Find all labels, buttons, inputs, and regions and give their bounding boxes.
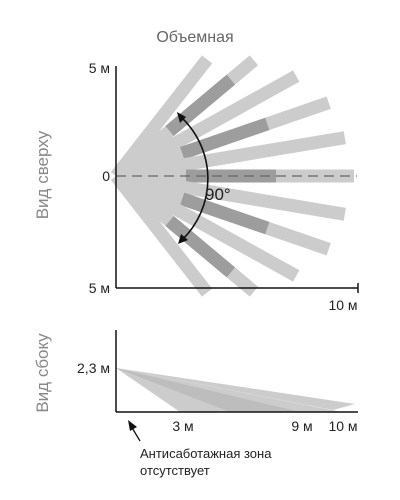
beam-9 [112,170,300,282]
beam-10-dense-segment [165,216,236,278]
top-view-y-center-label: 0 [102,168,110,184]
angle-arrow-top [177,112,186,123]
top-view: Вид сверху 90° 5 м 0 5 м 10 м [33,55,359,313]
note-line-2: отсутствует [140,463,210,478]
side-view: Вид сбоку 2,3 м 3 м 9 м 10 м Антисаботаж… [33,330,358,478]
diagram-title: Объемная [156,29,233,46]
angle-arc [179,115,209,241]
top-view-beams [110,55,354,297]
note-pointer-arrowhead [128,420,137,431]
side-beam-lower-core [116,368,300,412]
side-beam-upper [116,368,355,410]
angle-label: 90° [205,185,231,204]
side-view-tick-3: 3 м [172,418,193,434]
beam-8-dense-segment [180,192,270,235]
beam-2-dense-segment [165,74,236,136]
top-view-label: Вид сверху [33,130,52,219]
beam-4-dense-segment [180,117,270,160]
side-view-height-label: 2,3 м [77,360,110,376]
angle-arrow-bottom [178,234,188,244]
side-view-tick-10: 10 м [328,418,357,434]
note-line-1: Антисаботажная зона [140,446,272,461]
top-view-x-end-label: 10 м [328,297,357,313]
side-beam-lower [116,368,342,412]
side-view-tick-9: 9 м [291,418,312,434]
top-view-y-bottom-label: 5 м [89,280,110,296]
side-view-label: Вид сбоку [33,333,52,413]
top-view-y-top-label: 5 м [89,60,110,76]
beam-11 [110,171,213,297]
